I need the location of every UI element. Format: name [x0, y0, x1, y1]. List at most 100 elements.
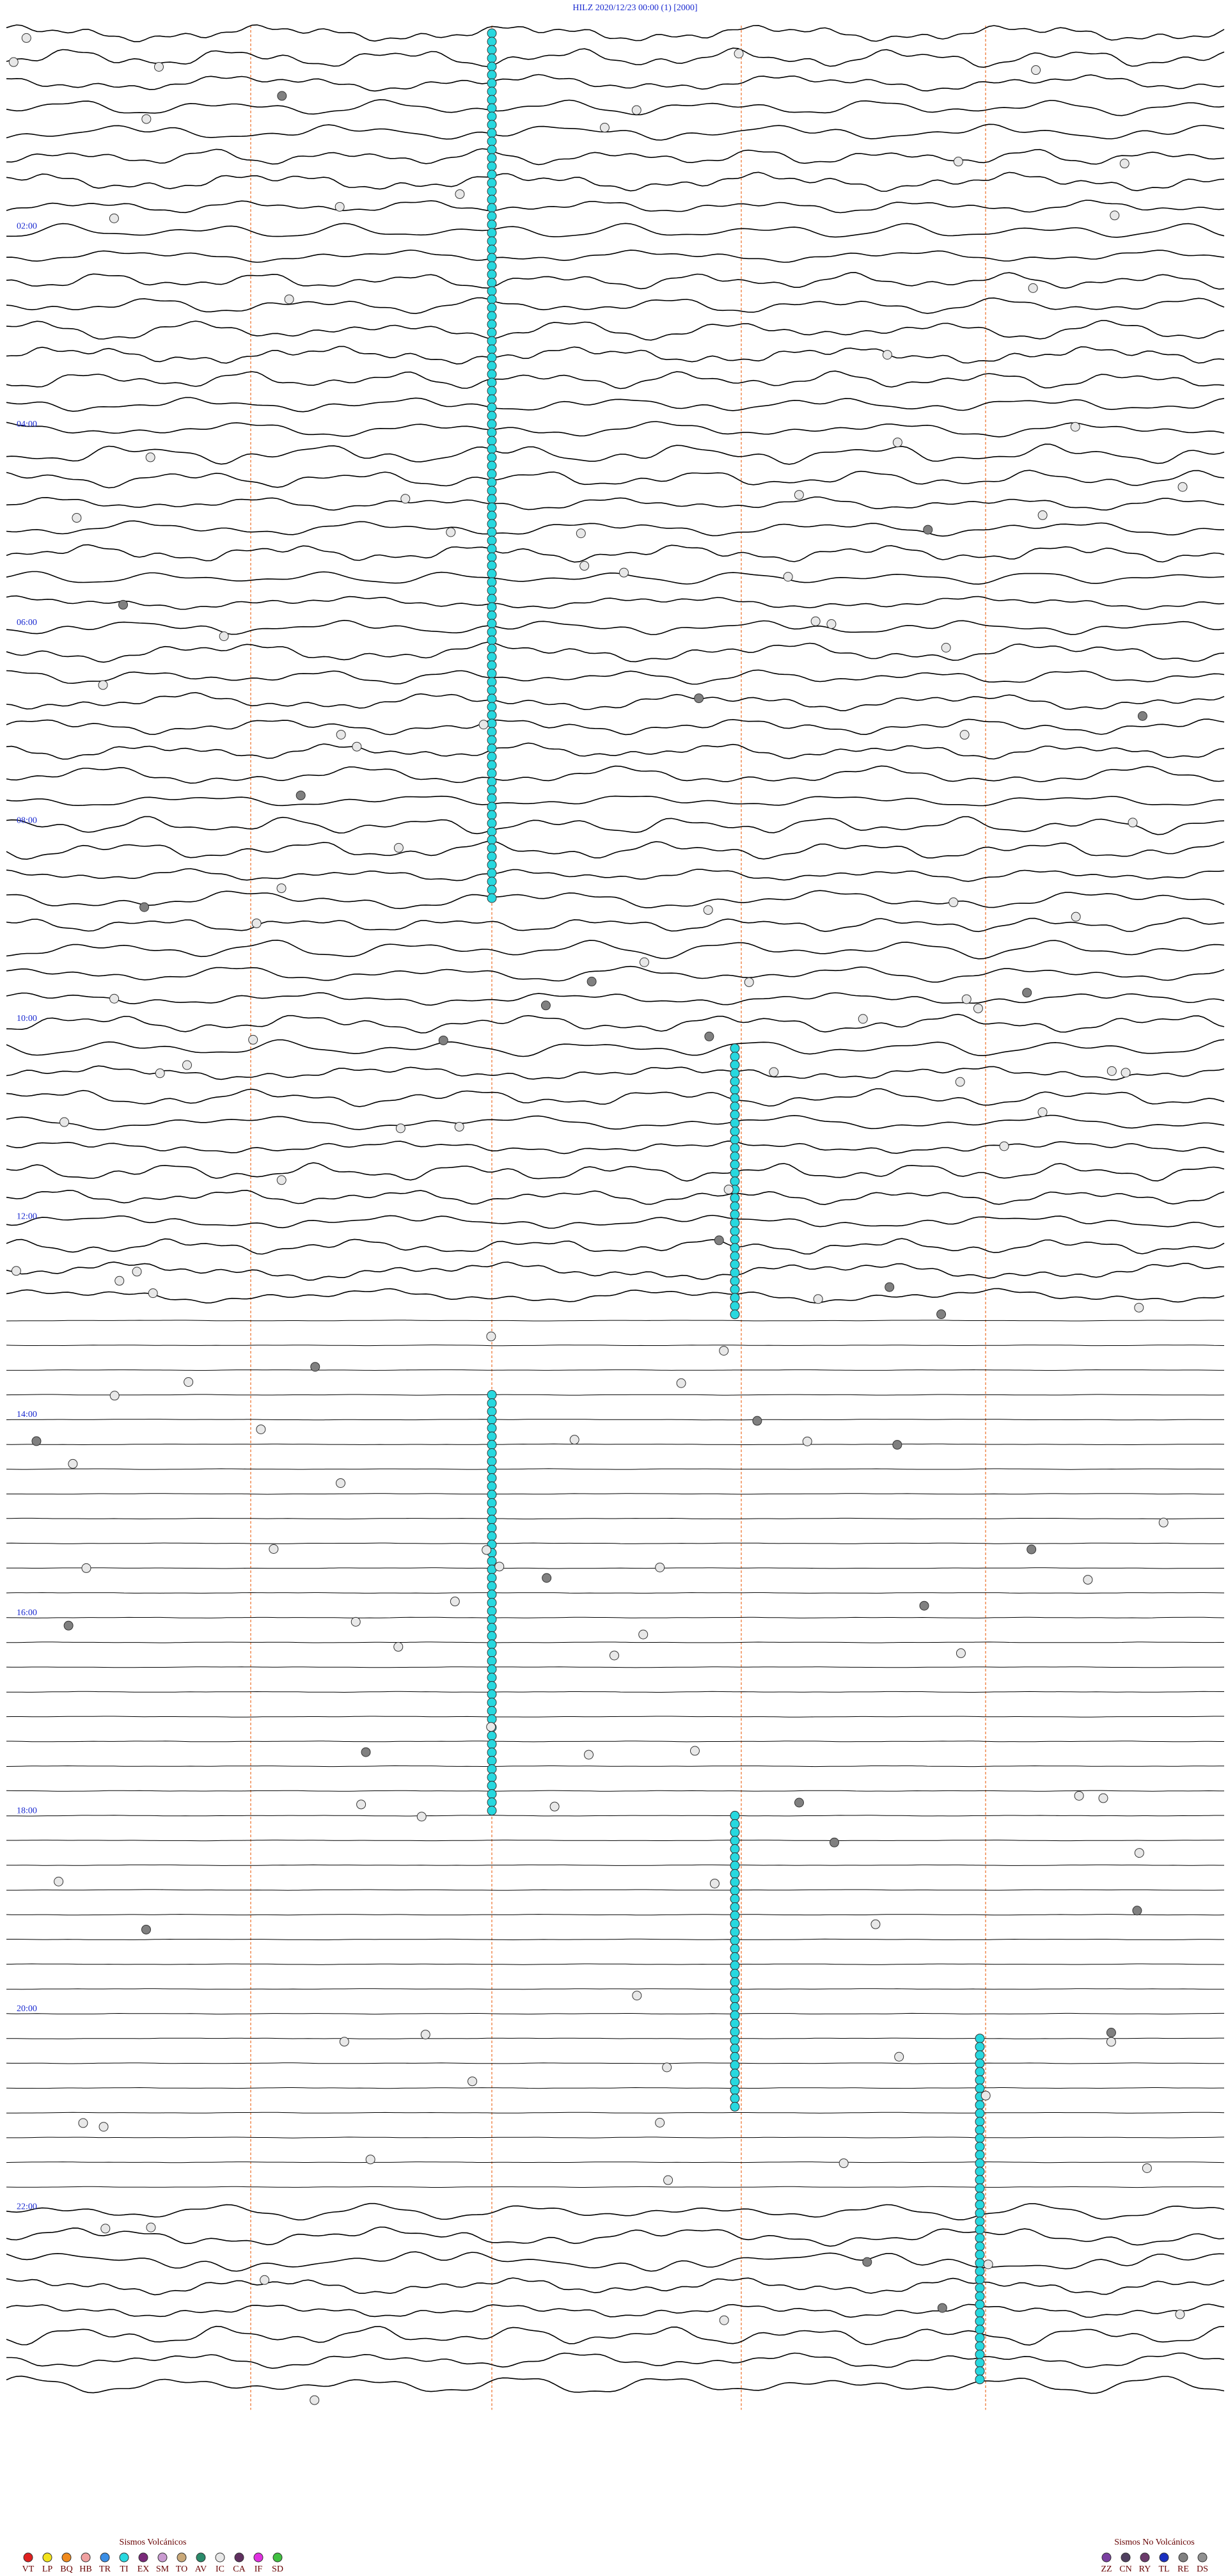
event-marker: [975, 2192, 985, 2202]
trace: [6, 2186, 1224, 2188]
legend-label: TR: [99, 2564, 111, 2574]
time-label: 10:00: [17, 1014, 37, 1023]
event-marker: [487, 128, 497, 138]
legend-swatch: [23, 2552, 33, 2563]
event-marker: [487, 369, 497, 379]
event-marker: [487, 1739, 497, 1749]
event-marker: [487, 668, 497, 679]
trace: [6, 1517, 1225, 1520]
event-marker: [983, 2259, 993, 2270]
event-marker: [730, 1135, 740, 1145]
trace: [6, 2112, 1225, 2114]
event-marker: [487, 677, 497, 687]
event-marker: [1158, 1517, 1169, 1528]
event-marker: [953, 157, 963, 167]
legend-swatch: [81, 2552, 91, 2563]
legend-swatch: [61, 2552, 72, 2563]
event-marker: [276, 883, 287, 894]
trace: [6, 470, 1225, 489]
event-marker: [487, 843, 497, 853]
event-marker: [487, 1515, 497, 1524]
event-marker: [487, 1490, 497, 1499]
event-marker: [975, 2050, 985, 2060]
trace: [6, 2062, 1225, 2064]
legend-label: CN: [1119, 2564, 1131, 2574]
event-marker: [487, 294, 497, 304]
event-marker: [975, 2258, 985, 2268]
trace: [6, 642, 1225, 663]
event-marker: [730, 1168, 740, 1178]
legend-swatch: [119, 2552, 129, 2563]
event-marker: [487, 328, 497, 338]
trace: [6, 2202, 1225, 2221]
trace: [6, 1261, 1225, 1281]
trace: [6, 2303, 1225, 2318]
legend-swatch: [177, 2552, 187, 2563]
event-marker: [487, 1623, 497, 1632]
trace: [6, 148, 1225, 166]
event-marker: [487, 602, 497, 612]
legend-title: Sismos No Volcánicos: [1114, 2538, 1195, 2547]
trace: [6, 571, 1225, 585]
trace: [6, 816, 1225, 835]
event-marker: [730, 1819, 740, 1829]
event-marker: [999, 1141, 1009, 1151]
event-marker: [730, 1235, 740, 1245]
event-marker: [586, 976, 597, 986]
event-marker: [730, 1943, 740, 1954]
trace: [6, 249, 1225, 263]
event-marker: [98, 2122, 109, 2132]
event-marker: [487, 860, 497, 870]
event-marker: [487, 560, 497, 571]
event-marker: [549, 1801, 560, 1812]
event-marker: [730, 2101, 740, 2112]
event-marker: [487, 502, 497, 512]
event-marker: [487, 768, 497, 778]
time-label: 20:00: [17, 2004, 37, 2014]
event-marker: [576, 528, 586, 539]
event-marker: [487, 752, 497, 762]
event-marker: [730, 1827, 740, 1837]
event-marker: [487, 419, 497, 429]
event-marker: [284, 294, 294, 304]
trace: [6, 965, 1225, 983]
event-marker: [487, 1664, 497, 1674]
event-marker: [730, 2085, 740, 2095]
event-marker: [260, 2275, 270, 2285]
event-marker: [487, 194, 497, 205]
event-marker: [487, 352, 497, 363]
trace: [6, 2277, 1225, 2296]
legend-label: HB: [79, 2564, 91, 2574]
legend-title: Sismos Volcánicos: [120, 2538, 187, 2547]
trace: [6, 1088, 1225, 1107]
event-marker: [794, 1798, 804, 1808]
event-marker: [487, 95, 497, 105]
legend-swatch: [1178, 2552, 1188, 2563]
event-marker: [393, 842, 404, 853]
trace: [6, 1542, 1225, 1544]
time-label: 08:00: [17, 816, 37, 825]
event-marker: [487, 810, 497, 820]
event-marker: [487, 693, 497, 704]
event-marker: [730, 1043, 740, 1054]
event-marker: [1137, 711, 1147, 721]
trace: [6, 1140, 1225, 1155]
event-marker: [730, 1952, 740, 1962]
event-marker: [769, 1067, 779, 1077]
trace: [6, 24, 1225, 43]
event-marker: [975, 2366, 985, 2376]
event-marker: [975, 2083, 985, 2094]
event-marker: [975, 2200, 985, 2210]
event-marker: [400, 494, 411, 504]
event-marker: [730, 1126, 740, 1137]
event-marker: [487, 386, 497, 396]
event-marker: [146, 2222, 156, 2232]
event-marker: [420, 2030, 430, 2040]
event-marker: [487, 186, 497, 196]
event-marker: [892, 438, 902, 448]
event-marker: [730, 2093, 740, 2103]
event-marker: [1037, 1107, 1048, 1118]
event-marker: [923, 525, 933, 535]
event-marker: [487, 1482, 497, 1491]
event-marker: [975, 2225, 985, 2235]
